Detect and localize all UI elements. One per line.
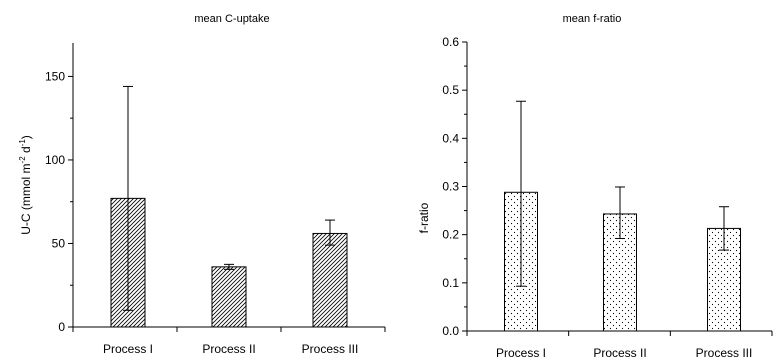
y-tick-label: 0.4 [442, 131, 459, 145]
y-axis-label-part: U-C (mmol m [19, 163, 33, 234]
chart-title: mean f-ratio [563, 13, 622, 25]
y-axis-label: f-ratio [417, 202, 431, 233]
x-tick-label: Process II [202, 342, 255, 356]
y-axis-label: U-C (mmol m-2 d-1) [18, 135, 33, 235]
y-tick-label: 0 [58, 320, 65, 334]
y-tick-label: 0.3 [442, 180, 459, 194]
y-tick-label: 0.2 [442, 228, 459, 242]
chart-title: mean C-uptake [194, 13, 269, 25]
y-tick-label: 0.5 [442, 83, 459, 97]
x-tick-label: Process III [696, 346, 753, 360]
f-ratio-chart: mean f-ratio 0.0 0.1 0.2 0.3 0.4 0.5 0.6 Proce… [417, 13, 773, 360]
x-tick-label: Process III [302, 342, 359, 356]
y-axis-label-part: d [19, 146, 33, 156]
y-tick-label: 0.0 [442, 324, 459, 338]
y-axis-label-superscript: -2 [18, 156, 27, 164]
c-uptake-chart: mean C-uptake 0 50 100 150 Process I Process… [18, 13, 386, 356]
y-tick-label: 100 [45, 153, 65, 167]
bar [312, 232, 348, 328]
y-axis-label-part: ) [19, 135, 33, 139]
x-tick-label: Process II [593, 346, 646, 360]
bar [211, 266, 247, 328]
x-tick-label: Process I [103, 342, 153, 356]
x-tick-label: Process I [496, 346, 546, 360]
y-axis-label-superscript: -1 [18, 139, 27, 147]
y-tick-label: 0.1 [442, 276, 459, 290]
y-tick-label: 50 [52, 236, 66, 250]
y-tick-label: 0.6 [442, 35, 459, 49]
y-tick-label: 150 [45, 69, 65, 83]
